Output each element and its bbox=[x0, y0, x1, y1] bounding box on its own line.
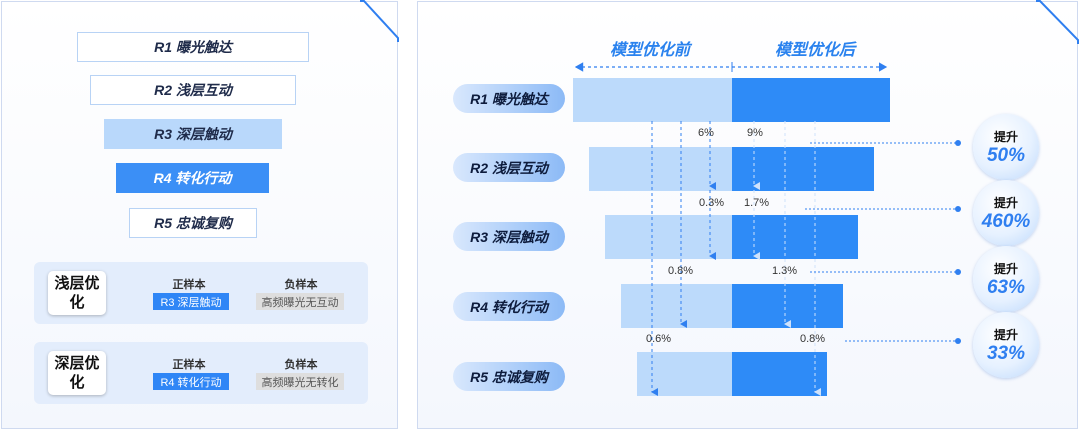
funnel-label-r2: R2 浅层互动 bbox=[453, 153, 565, 182]
bar-before-r4 bbox=[621, 284, 732, 328]
card-title: 深层优化 bbox=[48, 351, 106, 395]
rate-before-r3-r4: 0.8% bbox=[668, 265, 694, 277]
funnel-label-r1: R1 曝光触达 bbox=[453, 84, 565, 113]
bar-before-r1 bbox=[573, 78, 732, 122]
deep-optimization-card: 深层优化 正样本 负样本 R4 转化行动 高频曝光无转化 bbox=[34, 342, 368, 404]
level-r5: R5 忠诚复购 bbox=[129, 208, 257, 238]
level-r2: R2 浅层互动 bbox=[90, 75, 296, 105]
rate-before-r4-r5: 0.6% bbox=[646, 333, 672, 345]
bar-after-r5 bbox=[732, 352, 827, 396]
funnel-label-r3: R3 深层触动 bbox=[453, 222, 565, 251]
lift-value: 460% bbox=[981, 210, 1031, 232]
level-r1: R1 曝光触达 bbox=[77, 32, 309, 62]
bar-before-r2 bbox=[589, 147, 732, 191]
right-panel-corner bbox=[1036, 0, 1079, 44]
positive-sample-header: 正样本 bbox=[172, 279, 206, 291]
rate-before-r1-r2: 6% bbox=[698, 127, 714, 139]
level-r4: R4 转化行动 bbox=[116, 163, 269, 193]
negative-sample-tag: 高频曝光无转化 bbox=[256, 373, 344, 390]
lift-value: 63% bbox=[986, 276, 1026, 298]
negative-sample-tag: 高频曝光无互动 bbox=[256, 293, 344, 310]
header-after: 模型优化后 bbox=[775, 42, 856, 59]
lift-badge-r3: 提升 460% bbox=[973, 180, 1039, 246]
positive-sample-header: 正样本 bbox=[172, 359, 206, 371]
rate-after-r1-r2: 9% bbox=[747, 127, 763, 139]
rate-after-r2-r3: 1.7% bbox=[744, 197, 770, 209]
lift-badge-r4: 提升 63% bbox=[973, 246, 1039, 312]
lift-value: 33% bbox=[986, 342, 1026, 364]
rate-after-r4-r5: 0.8% bbox=[800, 333, 826, 345]
lift-value: 50% bbox=[986, 144, 1026, 166]
lift-label: 提升 bbox=[993, 327, 1018, 342]
card-title: 浅层优化 bbox=[48, 271, 106, 315]
lift-badge-r2: 提升 50% bbox=[973, 114, 1039, 180]
lift-label: 提升 bbox=[993, 195, 1018, 210]
bar-before-r3 bbox=[605, 215, 732, 259]
level-r3: R3 深层触动 bbox=[104, 119, 282, 149]
funnel-label-r4: R4 转化行动 bbox=[453, 292, 565, 321]
negative-sample-header: 负样本 bbox=[284, 279, 318, 291]
header-before: 模型优化前 bbox=[610, 42, 691, 59]
funnel-label-r5: R5 忠诚复购 bbox=[453, 362, 565, 391]
bar-after-r1 bbox=[732, 78, 890, 122]
rate-after-r3-r4: 1.3% bbox=[772, 265, 798, 277]
bar-after-r3 bbox=[732, 215, 858, 259]
positive-sample-tag: R4 转化行动 bbox=[153, 373, 229, 390]
rate-before-r2-r3: 0.3% bbox=[699, 197, 725, 209]
lift-label: 提升 bbox=[993, 261, 1018, 276]
positive-sample-tag: R3 深层触动 bbox=[153, 293, 229, 310]
left-panel-corner bbox=[360, 0, 399, 42]
lift-label: 提升 bbox=[993, 129, 1018, 144]
shallow-optimization-card: 浅层优化 正样本 负样本 R3 深层触动 高频曝光无互动 bbox=[34, 262, 368, 324]
negative-sample-header: 负样本 bbox=[284, 359, 318, 371]
lift-badge-r5: 提升 33% bbox=[973, 312, 1039, 378]
